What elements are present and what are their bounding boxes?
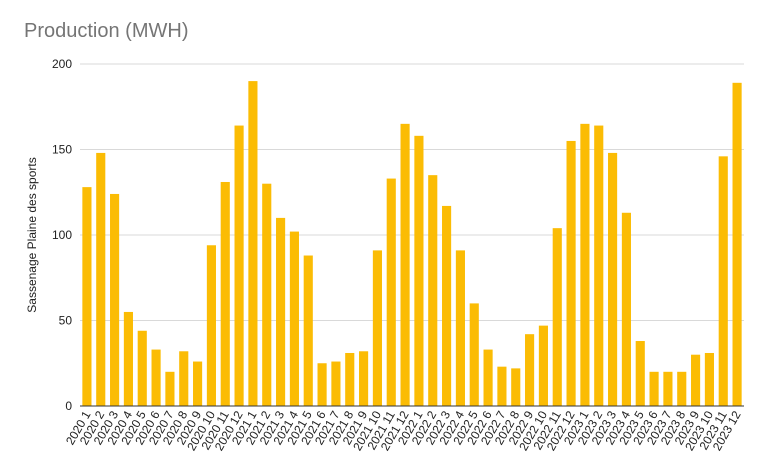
bar	[386, 178, 396, 406]
bar	[179, 351, 189, 406]
bar	[165, 371, 175, 406]
bar	[193, 361, 203, 406]
y-tick-label: 200	[52, 57, 72, 71]
bar	[621, 212, 631, 406]
y-tick-label: 150	[52, 143, 72, 157]
bar	[123, 311, 133, 406]
bar	[400, 123, 410, 406]
bar	[331, 361, 341, 406]
bar	[317, 363, 327, 406]
bar	[276, 217, 286, 406]
bar	[580, 123, 590, 406]
gridlines	[80, 63, 744, 321]
y-tick-label: 0	[65, 399, 72, 413]
bar	[704, 352, 714, 406]
bars	[82, 81, 742, 406]
bar	[96, 152, 106, 406]
bar	[511, 368, 521, 406]
bar	[359, 351, 369, 406]
bar	[677, 371, 687, 406]
bar	[428, 175, 438, 406]
bar	[455, 250, 465, 406]
y-axis-title: Sassenage Plaine des sports	[25, 157, 39, 312]
chart-title: Production (MWH)	[24, 20, 189, 42]
y-axis-ticks: 0 50 100 150 200	[52, 57, 72, 413]
bar	[552, 228, 562, 406]
bar	[220, 181, 230, 406]
bar	[538, 325, 548, 406]
bar	[137, 330, 147, 406]
bar	[345, 352, 355, 406]
bar	[525, 334, 535, 406]
bar	[635, 341, 645, 406]
y-tick-label: 50	[59, 314, 73, 328]
bar	[497, 366, 507, 406]
bar	[649, 371, 659, 406]
bar	[469, 303, 479, 406]
bar	[262, 183, 272, 406]
bar	[234, 125, 244, 406]
bar	[110, 193, 120, 406]
bar	[442, 205, 452, 406]
bar	[151, 349, 161, 406]
bar	[483, 349, 493, 406]
y-tick-label: 100	[52, 228, 72, 242]
bar	[303, 255, 313, 406]
bar	[372, 250, 382, 406]
bar	[414, 135, 424, 406]
bar	[206, 245, 216, 406]
bar	[718, 156, 728, 406]
bar	[566, 140, 576, 406]
bar	[248, 81, 258, 406]
bar	[289, 231, 299, 406]
bar	[594, 125, 604, 406]
bar	[732, 82, 742, 406]
bar	[691, 354, 701, 406]
bar	[82, 187, 92, 406]
bar	[608, 152, 618, 406]
bar	[663, 371, 673, 406]
